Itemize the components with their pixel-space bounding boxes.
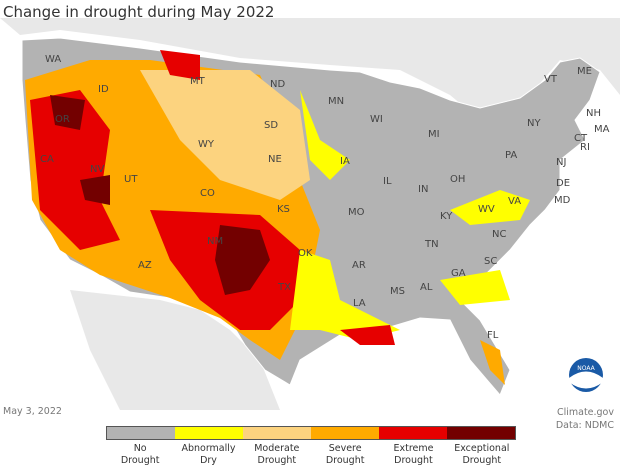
- state-label-va: VA: [508, 196, 521, 207]
- legend-swatch-moderate: [243, 427, 311, 439]
- credit-site: Climate.gov: [556, 407, 614, 418]
- state-label-id: ID: [98, 84, 109, 95]
- state-label-ks: KS: [277, 204, 290, 215]
- legend: No Drought Abnormally Dry Moderate Drought …: [106, 426, 516, 467]
- canada-land: [0, 18, 620, 120]
- legend-line1: Abnormally: [181, 443, 236, 454]
- map-date: May 3, 2022: [3, 406, 62, 417]
- state-label-in: IN: [418, 184, 428, 195]
- state-label-or: OR: [55, 114, 70, 125]
- legend-line1: Severe: [328, 443, 362, 454]
- state-label-mo: MO: [348, 207, 365, 218]
- state-label-ny: NY: [527, 118, 541, 129]
- legend-swatch-severe: [311, 427, 379, 439]
- state-label-ga: GA: [451, 268, 466, 279]
- state-label-ky: KY: [440, 211, 453, 222]
- state-label-nv: NV: [90, 164, 104, 175]
- legend-line2: Drought: [120, 455, 160, 466]
- noaa-logo: NOAA: [569, 358, 603, 392]
- state-label-wi: WI: [370, 114, 383, 125]
- legend-label: Severe Drought: [311, 443, 379, 467]
- state-label-nc: NC: [492, 229, 506, 240]
- legend-label: Exceptional Drought: [448, 443, 516, 467]
- noaa-logo-text: NOAA: [577, 365, 595, 372]
- state-label-la: LA: [353, 298, 366, 309]
- legend-line1: Moderate: [254, 443, 300, 454]
- legend-swatch-abnormally-dry: [175, 427, 243, 439]
- credit: Climate.gov Data: NDMC: [556, 406, 614, 432]
- state-label-ct: CT: [574, 133, 588, 144]
- state-label-az: AZ: [138, 260, 152, 271]
- state-label-tn: TN: [424, 239, 439, 250]
- state-label-nj: NJ: [556, 157, 566, 168]
- state-label-tx: TX: [277, 282, 291, 293]
- legend-label: Abnormally Dry: [174, 443, 242, 467]
- state-label-ar: AR: [352, 260, 366, 271]
- legend-label: No Drought: [106, 443, 174, 467]
- legend-line2: Drought: [257, 455, 297, 466]
- state-label-wv: WV: [478, 204, 495, 215]
- legend-line2: Dry: [200, 455, 217, 466]
- legend-line1: Exceptional: [454, 443, 510, 454]
- state-label-mn: MN: [328, 96, 344, 107]
- state-label-mi: MI: [428, 129, 440, 140]
- state-label-vt: VT: [544, 74, 558, 85]
- state-label-ri: RI: [580, 142, 590, 153]
- legend-bar: [106, 426, 516, 440]
- state-label-nd: ND: [270, 79, 285, 90]
- state-label-de: DE: [556, 178, 570, 189]
- legend-line1: No: [133, 443, 147, 454]
- state-label-ia: IA: [340, 156, 350, 167]
- legend-line1: Extreme: [393, 443, 434, 454]
- state-label-wy: WY: [198, 139, 215, 150]
- state-label-ca: CA: [40, 154, 54, 165]
- legend-line2: Drought: [462, 455, 502, 466]
- state-label-mt: MT: [190, 76, 206, 87]
- state-label-nh: NH: [586, 108, 601, 119]
- state-label-ms: MS: [390, 286, 405, 297]
- legend-swatch-exceptional: [447, 427, 515, 439]
- state-label-pa: PA: [505, 150, 517, 161]
- state-label-co: CO: [200, 188, 215, 199]
- legend-label: Extreme Drought: [379, 443, 447, 467]
- state-label-ma: MA: [594, 124, 610, 135]
- legend-label: Moderate Drought: [243, 443, 311, 467]
- state-label-ut: UT: [124, 174, 138, 185]
- drought-areas: [25, 50, 530, 385]
- state-label-oh: OH: [450, 174, 465, 185]
- state-label-md: MD: [554, 195, 571, 206]
- legend-line2: Drought: [325, 455, 365, 466]
- state-label-fl: FL: [487, 330, 499, 341]
- state-label-wa: WA: [45, 54, 61, 65]
- mexico-land: [70, 290, 280, 410]
- state-label-ok: OK: [298, 248, 313, 259]
- state-label-nm: NM: [207, 236, 223, 247]
- state-label-ne: NE: [268, 154, 282, 165]
- state-label-il: IL: [383, 176, 392, 187]
- state-label-sd: SD: [264, 120, 278, 131]
- state-label-me: ME: [577, 66, 592, 77]
- legend-swatch-no-drought: [107, 427, 175, 439]
- legend-swatch-extreme: [379, 427, 447, 439]
- map-title: Change in drought during May 2022: [3, 3, 275, 21]
- data-source: Data: NDMC: [555, 420, 614, 431]
- state-label-al: AL: [420, 282, 433, 293]
- state-label-sc: SC: [484, 256, 497, 267]
- legend-line2: Drought: [394, 455, 433, 466]
